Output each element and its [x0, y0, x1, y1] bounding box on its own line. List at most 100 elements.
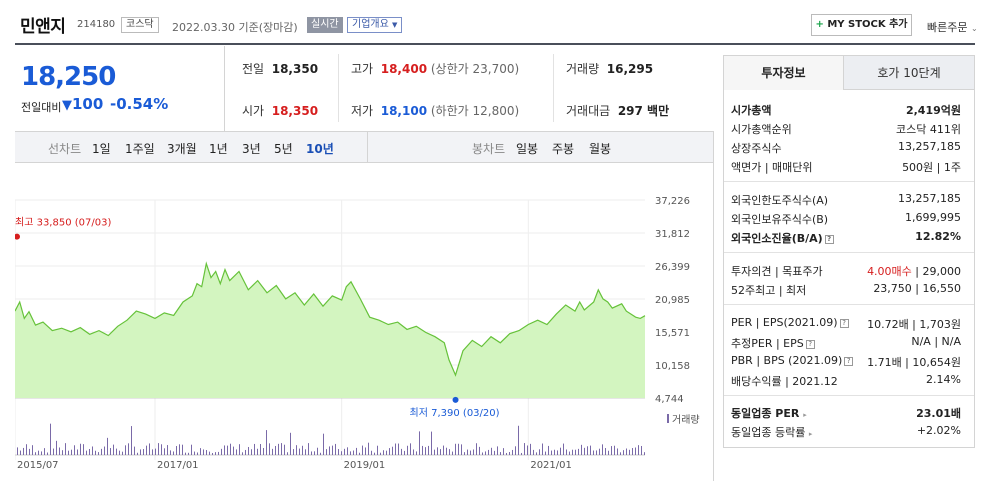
volume-bar — [362, 445, 363, 455]
volume-bar — [200, 448, 201, 455]
volume-bar — [338, 449, 339, 455]
target-price: | 29,000 — [915, 265, 961, 278]
stat-divider — [553, 54, 554, 122]
volume-bar — [161, 444, 162, 455]
volume-bar — [77, 449, 78, 455]
volume-bar — [287, 452, 288, 455]
volume-bar — [644, 452, 645, 455]
chart-right-border — [713, 131, 714, 481]
volume-bar — [140, 449, 141, 455]
volume-bar — [596, 450, 597, 455]
change-amount: 100 — [72, 95, 104, 113]
company-info-dropdown[interactable]: 기업개요 ▼ — [347, 17, 403, 33]
volume-bar — [98, 452, 99, 455]
volume-bar — [416, 451, 417, 455]
volume-bar — [551, 450, 552, 455]
volume-bar — [74, 445, 75, 455]
period-3y[interactable]: 3년 — [242, 142, 261, 156]
volume-bar — [593, 450, 594, 455]
quick-order-button[interactable]: 빠른주문 ⌄ — [927, 19, 978, 35]
volume-bar — [191, 444, 192, 455]
info-label: 액면가 | 매매단위 — [731, 161, 813, 174]
volume-bar — [251, 449, 252, 455]
period-3m[interactable]: 3개월 — [167, 142, 197, 156]
volume-bar — [125, 445, 126, 455]
period-5y[interactable]: 5년 — [274, 142, 293, 156]
volume-bar — [377, 445, 378, 455]
down-triangle-icon: ▼ — [62, 98, 72, 113]
volume-bar — [71, 449, 72, 455]
min-label: 최저 7,390 (03/20) — [410, 407, 500, 419]
info-label: 투자의견 | 목표주가 — [731, 265, 823, 278]
chevron-right-icon: ▸ — [803, 411, 807, 419]
info-row-sector-change[interactable]: 동일업종 등락률 ▸ +2.02% — [731, 424, 961, 442]
info-value: 4.00매수 | 29,000 — [867, 263, 961, 279]
volume-bar — [530, 443, 531, 455]
volume-bar — [497, 446, 498, 455]
volume-bar — [215, 452, 216, 455]
volume-bar — [371, 450, 372, 455]
volume-bar — [170, 450, 171, 455]
price-line — [15, 261, 646, 377]
volume-bar — [29, 448, 30, 455]
volume-bar — [617, 448, 618, 455]
stat-high-label: 고가 — [351, 62, 374, 76]
volume-bar — [554, 449, 555, 455]
volume-bar — [545, 451, 546, 455]
help-icon[interactable]: ? — [839, 318, 849, 328]
info-row-sector-per[interactable]: 동일업종 PER ▸ 23.01배 — [731, 405, 961, 423]
volume-bar — [347, 447, 348, 455]
volume-bar — [68, 450, 69, 455]
volume-bar — [242, 452, 243, 455]
volume-bar — [443, 445, 444, 455]
volume-bar — [281, 443, 282, 455]
stat-open-value: 18,350 — [271, 104, 319, 118]
info-value: 2.14% — [926, 373, 961, 386]
period-10y[interactable]: 10년 — [306, 142, 334, 156]
volume-bar — [341, 451, 342, 455]
volume-bar — [56, 440, 57, 455]
market-badge: 코스닥 — [121, 17, 159, 33]
volume-bar — [62, 450, 63, 455]
volume-bar — [527, 445, 528, 455]
info-divider — [724, 304, 974, 305]
quote-date: 2022.03.30 기준(장마감) — [172, 19, 298, 35]
volume-bar — [587, 446, 588, 455]
volume-bar — [146, 445, 147, 455]
price-chart: 37,226 31,812 26,399 20,985 15,571 10,158 4,74… — [15, 196, 700, 471]
volume-bar — [257, 448, 258, 455]
help-icon[interactable]: ? — [844, 356, 854, 366]
volume-bar — [470, 450, 471, 455]
realtime-button[interactable]: 실시간 — [307, 17, 343, 33]
period-1y[interactable]: 1년 — [209, 142, 228, 156]
volume-bar — [350, 451, 351, 455]
tab-orderbook[interactable]: 호가 10단계 — [844, 56, 974, 90]
volume-bar — [581, 444, 582, 455]
candle-weekly[interactable]: 주봉 — [552, 142, 575, 156]
period-1w[interactable]: 1주일 — [125, 142, 155, 156]
volume-bar — [272, 448, 273, 455]
info-value: 13,257,185 — [898, 192, 961, 205]
volume-bar — [452, 451, 453, 455]
volume-bar — [524, 443, 525, 455]
volume-bar — [389, 448, 390, 455]
volume-bar — [158, 443, 159, 455]
company-info-label: 기업개요 — [352, 19, 389, 30]
help-icon[interactable]: ? — [805, 339, 815, 349]
help-icon[interactable]: ? — [824, 234, 834, 244]
y-tick-label: 4,744 — [655, 394, 684, 405]
my-stock-add-button[interactable]: + MY STOCK 추가 — [811, 14, 912, 36]
tab-invest-info[interactable]: 투자정보 — [724, 56, 844, 90]
x-axis-ticks: 2015/07 2017/01 2019/01 2021/01 — [17, 460, 572, 471]
info-divider — [724, 181, 974, 182]
info-label: 외국인한도주식수(A) — [731, 194, 829, 207]
volume-bar — [344, 448, 345, 455]
volume-bar — [65, 443, 66, 455]
stat-volume-value: 16,295 — [606, 62, 654, 76]
info-value: 코스닥 411위 — [896, 123, 961, 136]
candle-daily[interactable]: 일봉 — [516, 142, 539, 156]
info-value: 13,257,185 — [898, 140, 961, 153]
period-1d[interactable]: 1일 — [92, 142, 111, 156]
info-divider — [724, 395, 974, 396]
candle-monthly[interactable]: 월봉 — [589, 142, 612, 156]
